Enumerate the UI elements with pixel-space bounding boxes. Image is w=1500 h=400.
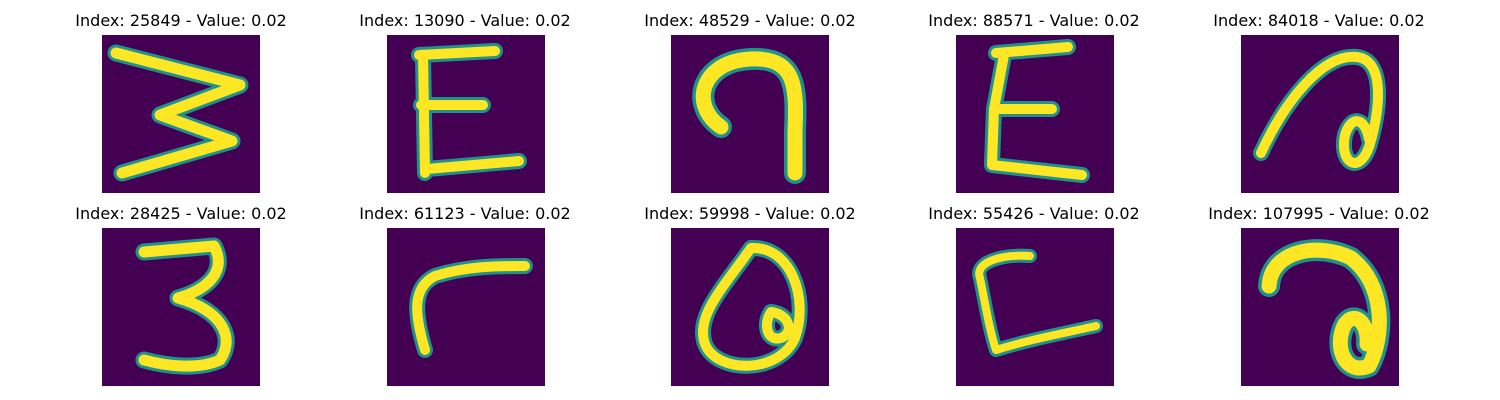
handwritten-glyph-image <box>411 43 527 181</box>
image-panel <box>956 35 1114 193</box>
handwritten-glyph-image <box>107 44 249 182</box>
panel-title: Index: 48529 - Value: 0.02 <box>644 11 856 30</box>
panel-title: Index: 55426 - Value: 0.02 <box>928 204 1140 223</box>
panel-title: Index: 28425 - Value: 0.02 <box>75 204 287 223</box>
panel-title: Index: 13090 - Value: 0.02 <box>359 11 571 30</box>
handwritten-glyph-image <box>972 248 1103 357</box>
image-panel <box>671 35 829 193</box>
image-panel <box>387 35 545 193</box>
image-panel <box>387 228 545 386</box>
image-panel <box>102 35 260 193</box>
panel-title: Index: 84018 - Value: 0.02 <box>1213 11 1425 30</box>
image-panel <box>671 228 829 386</box>
image-panel <box>1241 35 1399 193</box>
handwritten-glyph-image <box>409 258 533 358</box>
panel-title: Index: 88571 - Value: 0.02 <box>928 11 1140 30</box>
panel-title: Index: 107995 - Value: 0.02 <box>1208 204 1430 223</box>
image-panel <box>956 228 1114 386</box>
image-panel <box>102 228 260 386</box>
handwritten-glyph-image <box>1253 48 1387 171</box>
image-panel <box>1241 228 1399 386</box>
panel-title: Index: 61123 - Value: 0.02 <box>359 204 571 223</box>
handwritten-glyph-image <box>692 47 807 184</box>
handwritten-glyph-image <box>695 240 808 374</box>
handwritten-glyph-image <box>984 39 1090 183</box>
panel-title: Index: 59998 - Value: 0.02 <box>644 204 856 223</box>
handwritten-glyph-image <box>1258 239 1391 379</box>
handwritten-glyph-image <box>135 237 235 375</box>
panel-title: Index: 25849 - Value: 0.02 <box>75 11 287 30</box>
